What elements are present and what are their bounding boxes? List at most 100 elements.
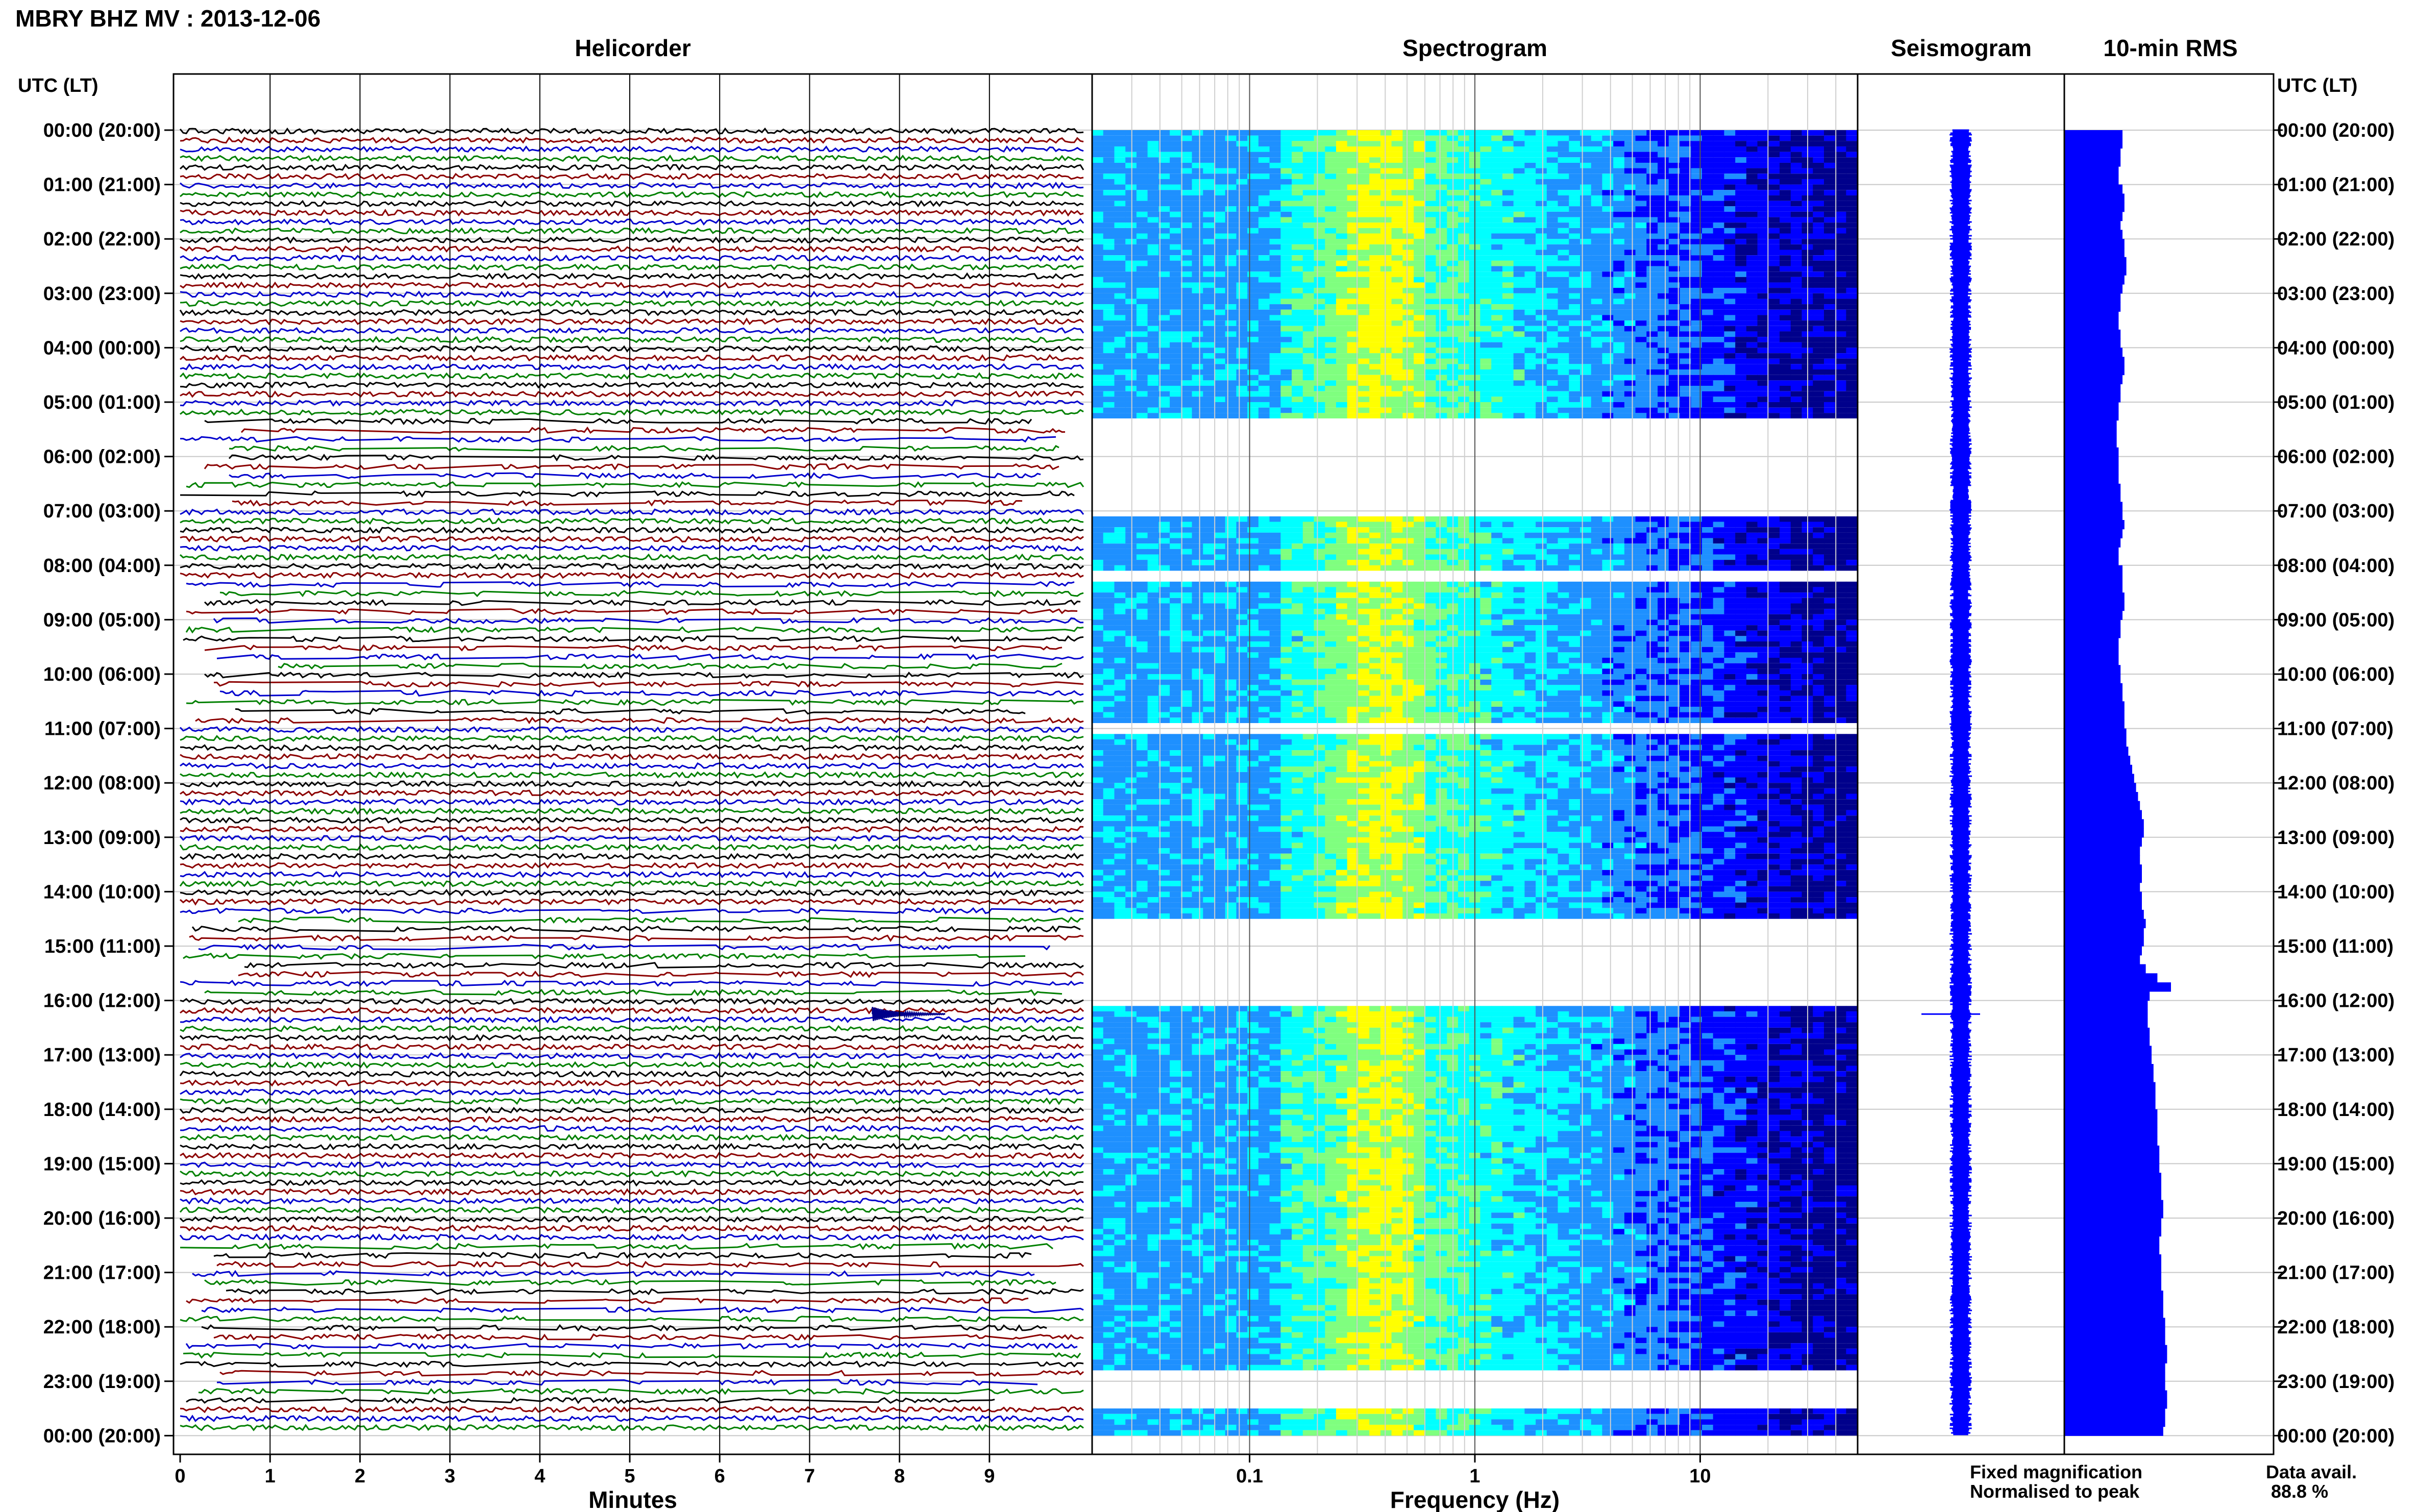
spectrogram-cell	[1635, 538, 1647, 544]
spectrogram-cell	[1424, 592, 1437, 598]
spectrogram-cell	[1225, 402, 1237, 408]
spectrogram-cell	[1114, 271, 1126, 277]
spectrogram-cell	[1646, 598, 1658, 604]
spectrogram-cell	[1813, 538, 1824, 544]
spectrogram-cell	[1214, 293, 1226, 299]
spectrogram-cell	[1558, 331, 1569, 337]
spectrogram-cell	[1646, 233, 1658, 239]
spectrogram-cell	[1546, 130, 1559, 136]
spectrogram-cell	[1325, 288, 1337, 293]
spectrogram-cell	[1668, 391, 1681, 397]
spectrogram-cell	[1702, 543, 1714, 549]
spectrogram-cell	[1491, 244, 1503, 250]
spectrogram-cell	[1558, 527, 1569, 533]
spectrogram-cell	[1524, 228, 1536, 234]
spectrogram-cell	[1491, 331, 1503, 337]
spectrogram-cell	[1524, 168, 1536, 174]
spectrogram-cell	[1458, 380, 1470, 386]
spectrogram-cell	[1092, 222, 1104, 228]
spectrogram-cell	[1513, 320, 1525, 326]
spectrogram-cell	[1613, 554, 1625, 560]
spectrogram-cell	[1302, 255, 1315, 261]
spectrogram-cell	[1680, 337, 1691, 342]
spectrogram-cell	[1369, 587, 1381, 593]
spectrogram-cell	[1192, 543, 1203, 549]
spectrogram-cell	[1092, 282, 1104, 288]
spectrogram-cell	[1269, 130, 1281, 136]
spectrogram-cell	[1269, 201, 1281, 207]
spectrogram-cell	[1402, 402, 1414, 408]
spectrogram-cell	[1458, 358, 1470, 364]
spectrogram-cell	[1790, 255, 1803, 261]
spectrogram-cell	[1391, 304, 1403, 310]
spectrogram-cell	[1302, 244, 1315, 250]
spectrogram-cell	[1214, 353, 1226, 359]
spectrogram-cell	[1225, 369, 1237, 375]
spectrogram-cell	[1391, 358, 1403, 364]
spectrogram-cell	[1280, 266, 1292, 272]
spectrogram-cell	[1180, 565, 1193, 571]
spectrogram-cell	[1236, 222, 1248, 228]
spectrogram-cell	[1536, 184, 1547, 190]
spectrogram-cell	[1502, 299, 1514, 305]
spectrogram-cell	[1635, 375, 1647, 381]
spectrogram-cell	[1735, 320, 1747, 326]
spectrogram-cell	[1391, 543, 1403, 549]
spectrogram-cell	[1680, 598, 1691, 604]
spectrogram-cell	[1192, 386, 1203, 391]
spectrogram-cell	[1757, 386, 1769, 391]
spectrogram-cell	[1302, 320, 1315, 326]
spectrogram-cell	[1292, 315, 1303, 321]
spectrogram-cell	[1092, 168, 1104, 174]
spectrogram-cell	[1646, 299, 1658, 305]
spectrogram-cell	[1813, 239, 1824, 244]
spectrogram-cell	[1380, 173, 1392, 179]
spectrogram-cell	[1613, 592, 1625, 598]
spectrogram-cell	[1569, 206, 1581, 212]
spectrogram-cell	[1225, 244, 1237, 250]
spectrogram-cell	[1302, 233, 1315, 239]
spectrogram-cell	[1225, 358, 1237, 364]
spectrogram-cell	[1358, 614, 1370, 620]
spectrogram-cell	[1480, 413, 1492, 418]
spectrogram-cell	[1092, 211, 1104, 217]
spectrogram-cell	[1269, 532, 1281, 538]
spectrogram-cell	[1147, 135, 1159, 141]
spectrogram-cell	[1347, 337, 1359, 342]
spectrogram-cell	[1214, 255, 1226, 261]
spectrogram-cell	[1236, 581, 1248, 587]
spectrogram-cell	[1591, 320, 1602, 326]
spectrogram-cell	[1635, 320, 1647, 326]
spectrogram-cell	[1424, 277, 1437, 283]
spectrogram-cell	[1580, 527, 1592, 533]
helicorder-trace-line	[191, 925, 1081, 933]
spectrogram-cell	[1203, 266, 1215, 272]
spectrogram-cell	[1203, 250, 1215, 256]
spectrogram-cell	[1668, 233, 1681, 239]
spectrogram-cell	[1624, 407, 1636, 413]
spectrogram-cell	[1292, 614, 1303, 620]
spectrogram-cell	[1369, 299, 1381, 305]
spectrogram-cell	[1735, 587, 1747, 593]
spectrogram-cell	[1225, 326, 1237, 332]
spectrogram-cell	[1114, 239, 1126, 244]
spectrogram-cell	[1846, 228, 1858, 234]
spectrogram-cell	[1092, 244, 1104, 250]
spectrogram-cell	[1214, 217, 1226, 223]
spectrogram-cell	[1192, 163, 1203, 168]
spectrogram-cell	[1114, 326, 1126, 332]
spectrogram-cell	[1170, 211, 1181, 217]
spectrogram-cell	[1757, 184, 1769, 190]
spectrogram-cell	[1691, 543, 1702, 549]
spectrogram-cell	[1436, 304, 1447, 310]
spectrogram-cell	[1314, 239, 1325, 244]
spectrogram-cell	[1546, 358, 1559, 364]
spectrogram-cell	[1580, 255, 1592, 261]
spectrogram-cell	[1325, 309, 1337, 315]
spectrogram-cell	[1624, 157, 1636, 163]
spectrogram-cell	[1247, 239, 1259, 244]
spectrogram-cell	[1458, 271, 1470, 277]
spectrogram-cell	[1325, 532, 1337, 538]
spectrogram-cell	[1158, 532, 1170, 538]
spectrogram-cell	[1347, 135, 1359, 141]
